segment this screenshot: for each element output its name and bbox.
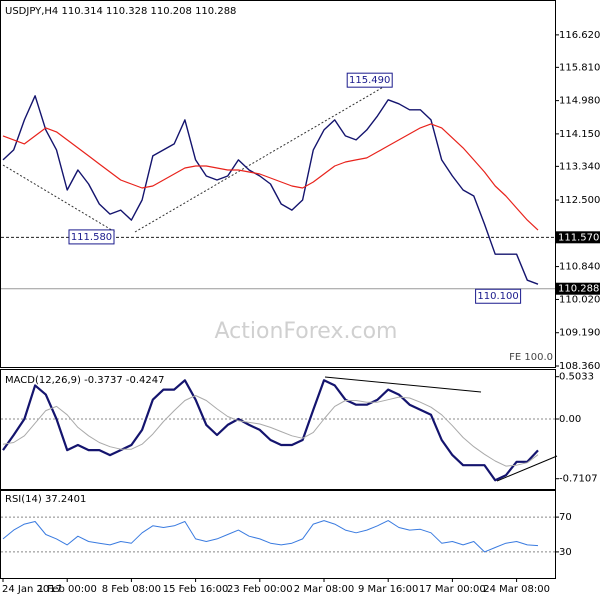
series-line <box>2 95 539 285</box>
y-tick-label: 113.340 <box>559 161 600 172</box>
x-tick-label: 1 Feb 00:00 <box>38 584 97 595</box>
y-tick-label: 70 <box>559 512 572 523</box>
y-tick-label: 30 <box>559 547 572 558</box>
y-tick-label: 115.810 <box>559 62 600 73</box>
y-tick-label: 109.190 <box>559 328 600 339</box>
macd-title: MACD(12,26,9) -0.3737 -0.4247 <box>5 375 165 386</box>
price-label-box <box>68 229 115 245</box>
watermark: ActionForex.com <box>215 319 398 344</box>
level-label-bg <box>556 231 600 244</box>
macd-panel <box>0 369 556 490</box>
price-label: 110.100 <box>477 291 518 302</box>
rsi-panel <box>0 490 556 579</box>
series-line <box>2 395 539 467</box>
series-line <box>2 520 539 553</box>
x-tick-label: 2 Mar 08:00 <box>294 584 354 595</box>
x-tick-label: 15 Feb 16:00 <box>163 584 229 595</box>
y-tick-label: 110.020 <box>559 294 600 305</box>
x-tick-label: 23 Feb 00:00 <box>227 584 293 595</box>
y-tick-label: 116.620 <box>559 30 600 41</box>
x-tick-label: 8 Feb 08:00 <box>102 584 161 595</box>
level-label: 110.288 <box>558 284 599 295</box>
x-tick-label: 24 Jan 2017 <box>2 584 62 595</box>
x-tick-label: 24 Mar 08:00 <box>483 584 550 595</box>
x-tick-label: 9 Mar 16:00 <box>358 584 418 595</box>
price-panel <box>0 0 556 368</box>
y-tick-label: -0.7107 <box>559 474 598 485</box>
trend-line <box>2 164 116 233</box>
fe-note: FE 100.0 <box>509 352 553 363</box>
price-label-box <box>475 288 522 304</box>
series-line <box>2 123 539 231</box>
y-tick-label: 114.980 <box>559 96 600 107</box>
trend-line <box>496 455 558 482</box>
level-label: 111.570 <box>558 232 599 243</box>
y-tick-label: 0.00 <box>559 414 581 425</box>
y-tick-label: 114.150 <box>559 129 600 140</box>
level-label-bg <box>556 282 600 295</box>
trend-line <box>134 81 393 233</box>
x-tick-label: 17 Mar 00:00 <box>419 584 486 595</box>
y-tick-label: 110.840 <box>559 262 600 273</box>
y-tick-label: 0.5033 <box>559 372 594 383</box>
y-tick-label: 112.500 <box>559 195 600 206</box>
price-label: 111.580 <box>71 232 112 243</box>
trend-line <box>324 376 482 393</box>
price-title: USDJPY,H4 110.314 110.328 110.208 110.28… <box>5 6 236 17</box>
price-label: 115.490 <box>349 75 390 86</box>
price-label-box <box>346 72 393 88</box>
rsi-title: RSI(14) 37.2401 <box>5 494 86 505</box>
series-line <box>2 379 539 482</box>
y-tick-label: 108.360 <box>559 361 600 372</box>
